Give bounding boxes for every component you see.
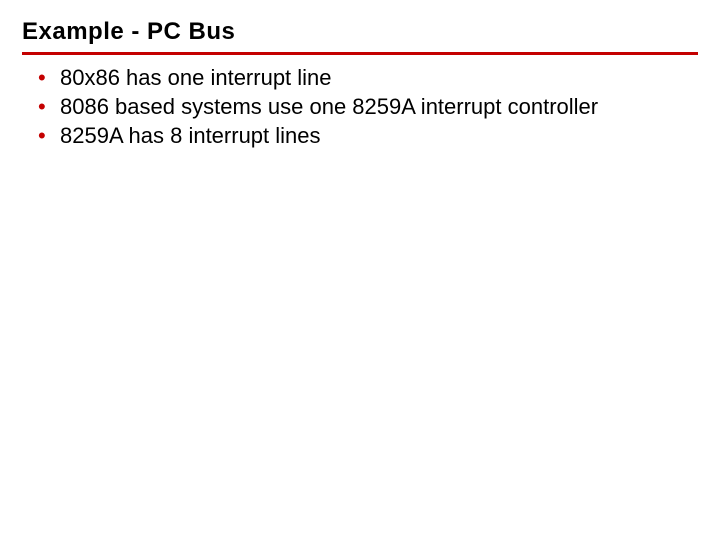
list-item: 8086 based systems use one 8259A interru…: [30, 92, 698, 121]
list-item: 80x86 has one interrupt line: [30, 63, 698, 92]
slide-title: Example - PC Bus: [22, 18, 698, 55]
bullet-list: 80x86 has one interrupt line 8086 based …: [22, 63, 698, 150]
list-item: 8259A has 8 interrupt lines: [30, 121, 698, 150]
